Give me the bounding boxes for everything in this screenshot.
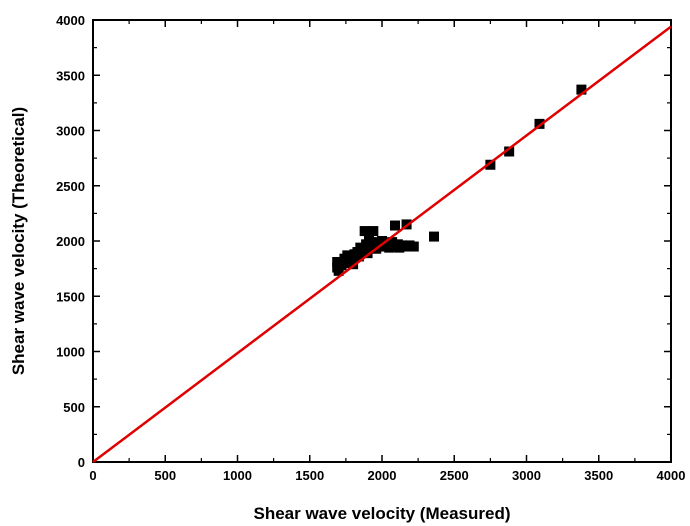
data-point-marker (348, 259, 359, 270)
data-points (332, 84, 587, 276)
x-axis-tick-labels: 0 500 1000 1500 2000 2500 3000 3500 4000 (89, 468, 685, 483)
y-tick-label: 4000 (56, 13, 85, 28)
data-point-marker (368, 226, 379, 237)
x-tick-label: 1000 (223, 468, 252, 483)
data-point-marker (576, 84, 587, 95)
data-point-marker (384, 242, 395, 253)
y-axis-title: Shear wave velocity (Theoretical) (9, 107, 28, 375)
x-tick-label: 3500 (584, 468, 613, 483)
y-tick-label: 1500 (56, 289, 85, 304)
y-axis-tick-labels: 0 500 1000 1500 2000 2500 3000 3500 4000 (56, 13, 85, 470)
data-point-marker (408, 241, 419, 252)
x-tick-label: 2000 (368, 468, 397, 483)
data-point-marker (363, 234, 374, 245)
x-tick-label: 2500 (440, 468, 469, 483)
y-tick-label: 500 (63, 400, 85, 415)
x-axis-ticks (92, 20, 672, 462)
x-tick-label: 500 (154, 468, 176, 483)
x-tick-label: 3000 (512, 468, 541, 483)
data-point-marker (362, 248, 373, 259)
y-tick-label: 2500 (56, 179, 85, 194)
x-tick-label: 4000 (657, 468, 686, 483)
y-tick-label: 2000 (56, 234, 85, 249)
y-tick-label: 3000 (56, 124, 85, 139)
data-point-marker (485, 159, 496, 170)
x-tick-label: 0 (89, 468, 96, 483)
data-point-marker (359, 226, 370, 237)
y-tick-label: 1000 (56, 345, 85, 360)
x-axis-title: Shear wave velocity (Measured) (253, 504, 510, 523)
fit-lines (92, 25, 672, 463)
y-tick-label: 0 (78, 455, 85, 470)
reference-line (92, 25, 672, 463)
data-point-marker (353, 251, 364, 262)
y-tick-label: 3500 (56, 68, 85, 83)
data-point-marker (390, 220, 401, 231)
data-point-marker (534, 118, 545, 129)
x-tick-label: 1500 (295, 468, 324, 483)
data-point-marker (429, 231, 440, 242)
y-axis-ticks (93, 19, 671, 463)
data-point-marker (504, 146, 515, 157)
data-point-marker (333, 265, 344, 276)
